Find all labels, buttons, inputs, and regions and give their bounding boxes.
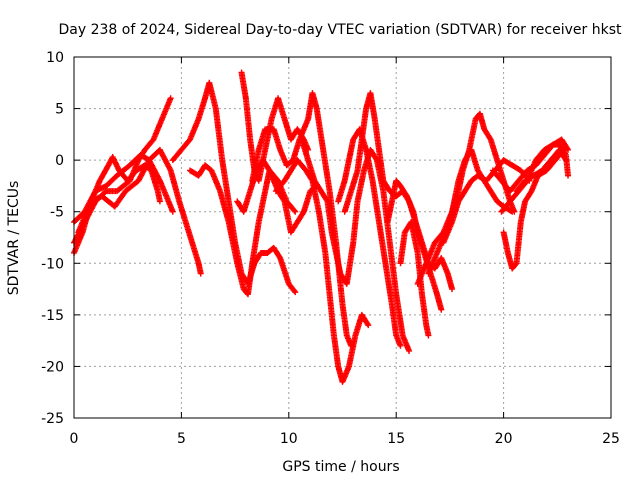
data-point (397, 342, 404, 349)
series-pass-04 (75, 146, 204, 277)
x-axis-label: GPS time / hours (282, 459, 399, 475)
data-point (364, 320, 371, 327)
series-pass-03 (71, 151, 176, 226)
x-tick-label: 5 (177, 431, 186, 447)
y-tick-label: -10 (41, 256, 64, 272)
data-point (323, 197, 330, 204)
y-tick-label: -25 (41, 411, 64, 427)
data-point (291, 287, 298, 294)
data-point (365, 322, 372, 329)
series-pass-08 (234, 157, 320, 236)
data-point (438, 306, 445, 313)
x-tick-label: 15 (387, 431, 405, 447)
data-point (169, 208, 176, 215)
series-pass-22 (500, 146, 567, 272)
y-tick-label: -20 (41, 359, 64, 375)
plot-frame (73, 56, 612, 419)
y-tick-label: 10 (46, 50, 64, 66)
series-pass-21 (498, 141, 572, 215)
series-pass-14 (384, 177, 445, 313)
data-point (559, 147, 566, 154)
data-point (300, 210, 307, 217)
data-point (280, 197, 287, 204)
data-points-layer (71, 69, 572, 385)
data-point (507, 207, 514, 214)
data-point (197, 270, 204, 277)
y-tick-label: -5 (50, 205, 64, 221)
data-point (449, 286, 456, 293)
data-point (292, 208, 299, 215)
data-point (292, 289, 299, 296)
data-point (425, 332, 432, 339)
x-tick-label: 25 (602, 431, 620, 447)
y-tick-label: -15 (41, 308, 64, 324)
series-pass-16 (414, 110, 518, 287)
grid-layer (74, 57, 611, 418)
data-point (406, 347, 413, 354)
data-point (486, 135, 493, 142)
data-point (291, 207, 298, 214)
x-tick-label: 10 (280, 431, 298, 447)
data-point (560, 146, 567, 153)
ticks-layer: 0 5 10 15 20 25 -25 -20 -15 -10 -5 0 5 10 (41, 50, 620, 447)
y-tick-label: 0 (55, 153, 64, 169)
data-point (167, 95, 174, 102)
x-tick-label: 0 (70, 431, 79, 447)
x-tick-label: 20 (495, 431, 513, 447)
y-tick-label: 5 (55, 102, 64, 118)
data-point (564, 145, 571, 152)
data-point (156, 198, 163, 205)
data-point (565, 172, 572, 179)
series-pass-10 (272, 157, 372, 385)
chart-title: Day 238 of 2024, Sidereal Day-to-day VTE… (59, 22, 622, 38)
data-point (509, 208, 516, 215)
y-axis-label: SDTVAR / TECUs (6, 181, 22, 296)
